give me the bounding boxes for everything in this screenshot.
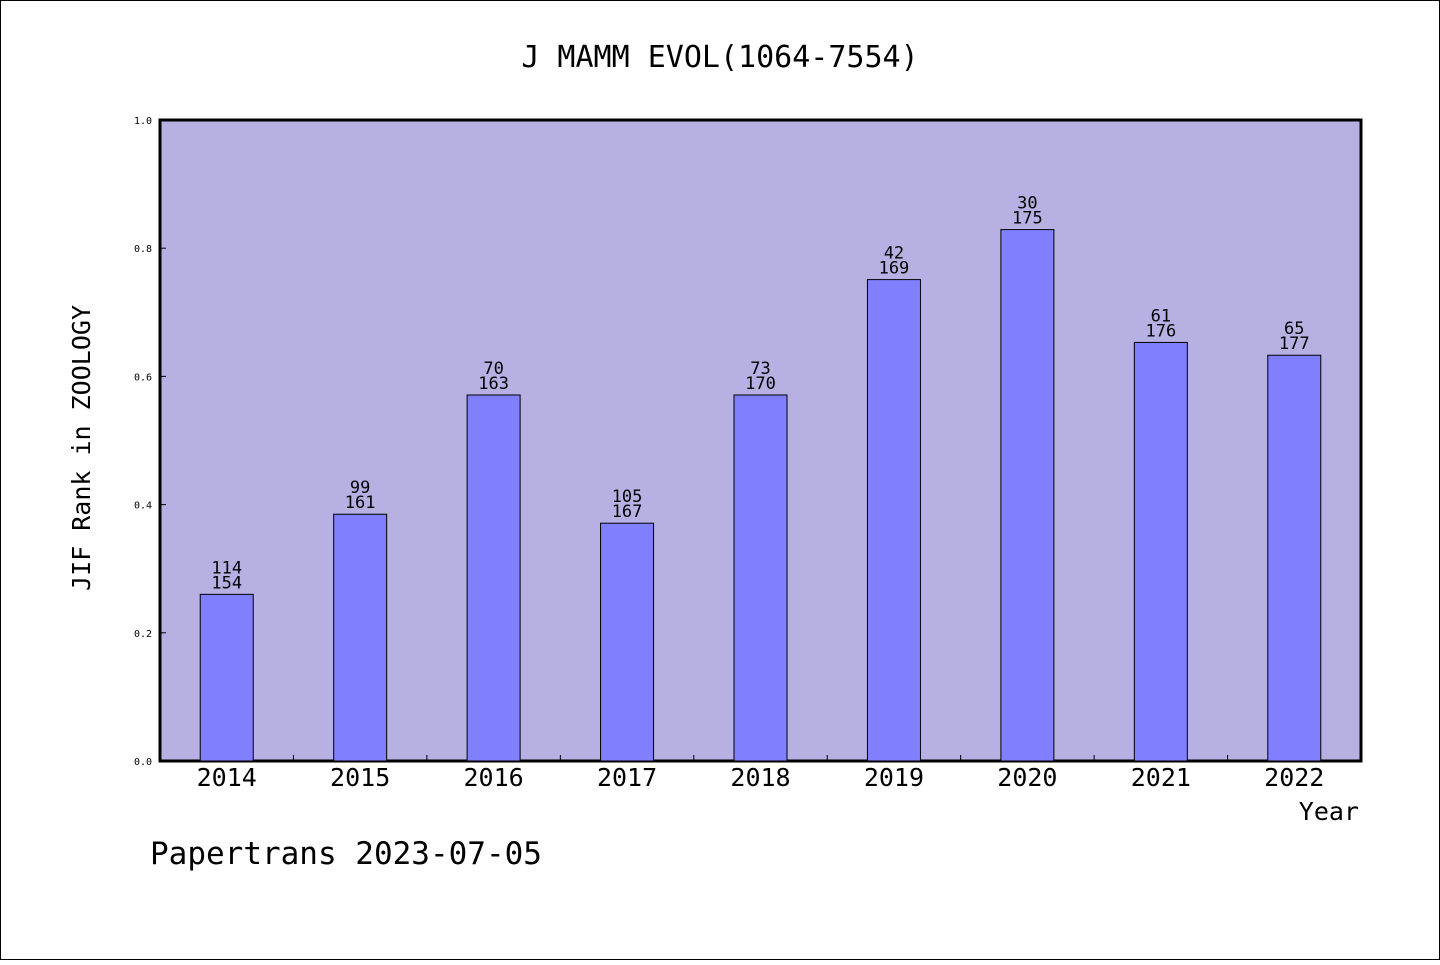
x-tick-label: 2014 <box>197 763 257 792</box>
bar-rank-label: 61 <box>1151 306 1171 326</box>
y-tick-label: 0.8 <box>134 244 152 255</box>
bar-total-label: 176 <box>1145 321 1176 341</box>
bar-total-label: 161 <box>345 493 376 513</box>
y-axis: 0.0 0.2 0.4 0.6 0.8 1.0 <box>134 116 166 768</box>
x-axis: 2014 2015 2016 2017 2018 2019 2020 2021 2022 <box>197 755 1324 792</box>
footer-text: Papertrans 2023-07-05 <box>150 836 542 872</box>
x-tick-label: 2015 <box>330 763 390 792</box>
bar-rank-label: 42 <box>884 244 904 264</box>
bar-rank-label: 30 <box>1017 194 1037 214</box>
bar-total-label: 167 <box>612 502 643 522</box>
bar-2019 <box>866 279 921 762</box>
y-tick-label: 0.0 <box>134 757 152 768</box>
bar-2018 <box>733 394 788 762</box>
bar-2015 <box>333 513 388 762</box>
x-tick-label: 2022 <box>1264 763 1324 792</box>
x-axis-label: Year <box>1299 797 1359 826</box>
bar-total-label: 175 <box>1012 209 1043 229</box>
bar-rank-label: 65 <box>1284 319 1304 339</box>
bar-2014 <box>199 593 254 762</box>
bar-2021 <box>1133 341 1188 762</box>
bar-labels: 1141549916170163105167731704216930175611… <box>211 194 1309 594</box>
bar-total-label: 169 <box>879 259 910 279</box>
bar-rank-label: 73 <box>750 359 770 379</box>
bar-2022 <box>1267 354 1322 762</box>
y-tick-label: 0.6 <box>134 372 152 383</box>
x-tick-label: 2017 <box>597 763 657 792</box>
bar-2017 <box>600 522 655 762</box>
y-tick-label: 0.2 <box>134 629 152 640</box>
bar-2016 <box>466 394 521 762</box>
x-tick-label: 2019 <box>864 763 924 792</box>
x-tick-label: 2016 <box>464 763 524 792</box>
chart-title: J MAMM EVOL(1064-7554) <box>521 40 918 75</box>
x-tick-label: 2021 <box>1131 763 1191 792</box>
y-tick-label: 0.4 <box>134 501 152 512</box>
y-tick-label: 1.0 <box>134 116 152 127</box>
bar-total-label: 170 <box>745 374 776 394</box>
y-axis-label: JIF Rank in ZOOLOGY <box>67 305 96 591</box>
bar-total-label: 177 <box>1279 334 1310 354</box>
x-tick-label: 2020 <box>997 763 1057 792</box>
x-tick-label: 2018 <box>730 763 790 792</box>
bars <box>199 229 1322 762</box>
bar-rank-label: 105 <box>612 487 643 507</box>
bar-total-label: 163 <box>478 374 509 394</box>
bar-2020 <box>1000 229 1055 762</box>
bar-rank-label: 114 <box>211 558 242 578</box>
bar-total-label: 154 <box>211 573 242 593</box>
bar-rank-label: 99 <box>350 478 370 498</box>
bar-rank-label: 70 <box>483 359 503 379</box>
